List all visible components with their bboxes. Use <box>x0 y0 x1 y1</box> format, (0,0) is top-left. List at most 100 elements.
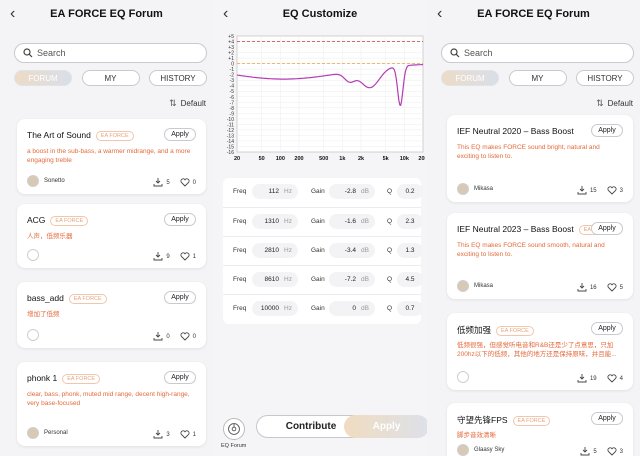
gain-input[interactable]: -2.8 dB <box>329 184 375 199</box>
apply-preset-button[interactable]: Apply <box>591 124 623 137</box>
like-count[interactable]: 3 <box>607 186 623 195</box>
freq-label: Freq <box>233 276 247 283</box>
like-count[interactable]: 0 <box>180 332 196 341</box>
like-value: 4 <box>619 375 623 382</box>
author-info[interactable] <box>27 249 44 261</box>
download-count[interactable]: 16 <box>577 283 597 292</box>
author-info[interactable]: Mikasa <box>457 280 493 292</box>
q-input[interactable]: 1.3 <box>397 243 423 258</box>
apply-preset-button[interactable]: Apply <box>164 291 196 304</box>
heart-icon <box>180 178 190 187</box>
eq-forum-icon[interactable] <box>223 418 245 440</box>
freq-input[interactable]: 10000 Hz <box>252 301 298 316</box>
db-unit: dB <box>361 218 369 225</box>
download-icon <box>577 186 587 195</box>
author-info[interactable]: Mikasa <box>457 183 493 195</box>
download-count[interactable]: 5 <box>153 178 170 187</box>
apply-preset-button[interactable]: Apply <box>591 222 623 235</box>
tab-forum[interactable]: FORUM <box>14 70 72 86</box>
tab-forum[interactable]: FORUM <box>441 70 499 86</box>
q-input[interactable]: 4.5 <box>397 272 423 287</box>
eq-response-curve[interactable] <box>236 64 423 107</box>
author-info[interactable]: Sonetto <box>27 175 65 187</box>
like-count[interactable]: 1 <box>180 252 196 261</box>
apply-preset-button[interactable]: Apply <box>164 213 196 226</box>
gain-input[interactable]: -7.2 dB <box>329 272 375 287</box>
search-icon <box>23 48 33 58</box>
eq-curve-chart[interactable]: +5+4+3+2+10-1-2-3-4-5-6-7-8-9-10-11-12-1… <box>217 32 425 166</box>
author-name: Glaasy Sky <box>474 447 505 453</box>
search-input[interactable]: Search <box>441 43 634 63</box>
preset-stats: 16 5 <box>577 283 623 292</box>
eq-preset-card[interactable]: ACG EA FORCE Apply 人声，低频乐器 9 1 <box>17 204 206 268</box>
like-count[interactable]: 5 <box>607 283 623 292</box>
freq-input[interactable]: 8610 Hz <box>252 272 298 287</box>
apply-button[interactable]: Apply <box>344 415 427 438</box>
download-count[interactable]: 19 <box>577 374 597 383</box>
freq-value: 112 <box>268 188 279 195</box>
eq-preset-card[interactable]: 低频加强 EA FORCE Apply 低频很强，但感觉听电音和R&B还是少了点意思，… <box>447 313 633 390</box>
download-count[interactable]: 5 <box>580 447 597 456</box>
brand-badge: EA FORCE <box>68 294 107 304</box>
like-count[interactable]: 1 <box>180 430 196 439</box>
freq-input[interactable]: 1310 Hz <box>252 214 298 229</box>
apply-preset-button[interactable]: Apply <box>164 371 196 384</box>
x-tick-label: 20k <box>418 156 425 162</box>
tab-my[interactable]: MY <box>81 70 140 86</box>
q-input[interactable]: 0.2 <box>397 184 423 199</box>
eq-preset-card[interactable]: 守望先锋FPS EA FORCE Apply 脚步音效清晰 Glaasy Sky 5 3 <box>447 403 633 456</box>
gain-input[interactable]: -3.4 dB <box>329 243 375 258</box>
like-count[interactable]: 3 <box>607 447 623 456</box>
q-input[interactable]: 0.7 <box>397 301 423 316</box>
author-name: Mikasa <box>474 186 494 192</box>
eq-preset-card[interactable]: phonk 1 EA FORCE Apply clear, bass, phonk, … <box>17 362 206 446</box>
author-info[interactable]: Personal <box>27 427 68 439</box>
db-unit: dB <box>361 188 369 195</box>
preset-title: IEF Neutral 2020 – Bass Boost <box>457 126 574 136</box>
x-tick-label: 200 <box>294 156 303 162</box>
q-label: Q <box>387 276 393 283</box>
gain-input[interactable]: -1.6 dB <box>329 214 375 229</box>
y-tick-label: -8 <box>230 106 235 112</box>
heart-icon <box>607 374 617 383</box>
like-count[interactable]: 0 <box>180 178 196 187</box>
q-input[interactable]: 2.3 <box>397 214 423 229</box>
like-count[interactable]: 4 <box>607 374 623 383</box>
back-chevron-icon[interactable]: ‹ <box>10 5 16 22</box>
back-chevron-icon[interactable]: ‹ <box>223 5 229 22</box>
download-count[interactable]: 9 <box>153 252 170 261</box>
tab-my[interactable]: MY <box>508 70 567 86</box>
search-input[interactable]: Search <box>14 43 207 63</box>
tab-history[interactable]: HISTORY <box>576 70 634 86</box>
hz-unit: Hz <box>284 305 292 312</box>
y-tick-label: -12 <box>227 128 234 134</box>
apply-preset-button[interactable]: Apply <box>591 322 623 335</box>
sort-icon: ⇅ <box>596 98 604 108</box>
freq-input[interactable]: 2810 Hz <box>252 243 298 258</box>
author-info[interactable]: Glaasy Sky <box>457 444 504 456</box>
download-count[interactable]: 0 <box>153 332 170 341</box>
eq-preset-card[interactable]: IEF Neutral 2020 – Bass Boost Apply This E… <box>447 115 633 202</box>
freq-input[interactable]: 112 Hz <box>252 184 298 199</box>
eq-preset-card[interactable]: bass_add EA FORCE Apply 增加了低频 0 0 <box>17 282 206 348</box>
back-chevron-icon[interactable]: ‹ <box>437 5 443 22</box>
gain-input[interactable]: 0 dB <box>329 301 375 316</box>
eq-preset-card[interactable]: The Art of Sound EA FORCE Apply a boost in … <box>17 119 206 194</box>
tab-history[interactable]: HISTORY <box>149 70 207 86</box>
top-bar: ‹ EA FORCE EQ Forum <box>427 0 640 30</box>
author-info[interactable] <box>457 371 474 383</box>
download-count[interactable]: 3 <box>153 430 170 439</box>
apply-preset-button[interactable]: Apply <box>164 128 196 141</box>
preset-name: bass_add EA FORCE <box>27 293 107 304</box>
apply-preset-button[interactable]: Apply <box>591 412 623 425</box>
download-count[interactable]: 15 <box>577 186 597 195</box>
sort-control[interactable]: ⇅ Default <box>169 98 206 109</box>
author-name: Mikasa <box>474 283 494 289</box>
sort-control[interactable]: ⇅ Default <box>596 98 633 109</box>
preset-description: This EQ makes FORCE sound smooth, natura… <box>457 242 605 258</box>
sort-label: Default <box>180 99 206 108</box>
like-value: 3 <box>619 187 623 194</box>
author-info[interactable] <box>27 329 44 341</box>
y-tick-label: 0 <box>231 62 234 68</box>
